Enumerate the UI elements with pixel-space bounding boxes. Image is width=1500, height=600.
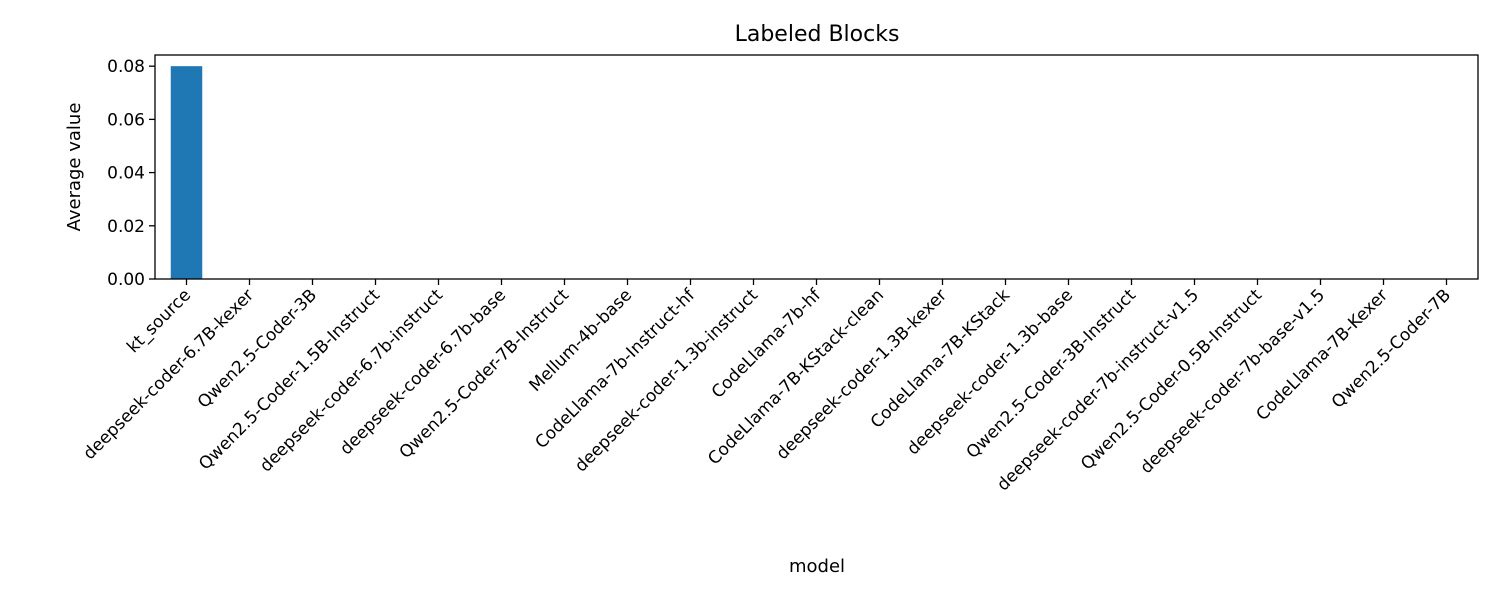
x-tick-label: CodeLlama-7b-hf	[708, 285, 826, 403]
x-axis: kt_sourcedeepseek-coder-6.7B-kexerQwen2.…	[79, 279, 1455, 495]
y-tick-label: 0.08	[107, 57, 145, 77]
bar-kt_source	[170, 66, 203, 279]
y-tick-label: 0.00	[107, 270, 145, 290]
x-tick-label: Qwen2.5-Coder-3B	[194, 285, 321, 412]
x-axis-label: model	[789, 556, 845, 577]
y-tick-label: 0.04	[107, 164, 145, 184]
y-axis: 0.00 0.02 0.04 0.06 0.08	[107, 57, 155, 290]
chart-title: Labeled Blocks	[735, 22, 900, 47]
x-tick-label: Qwen2.5-Coder-7B	[1328, 285, 1455, 412]
y-axis-label: Average value	[64, 103, 85, 232]
y-tick-label: 0.06	[107, 110, 145, 130]
y-tick-label: 0.02	[107, 217, 145, 237]
bars-group	[170, 66, 203, 279]
plot-frame	[154, 54, 1479, 280]
